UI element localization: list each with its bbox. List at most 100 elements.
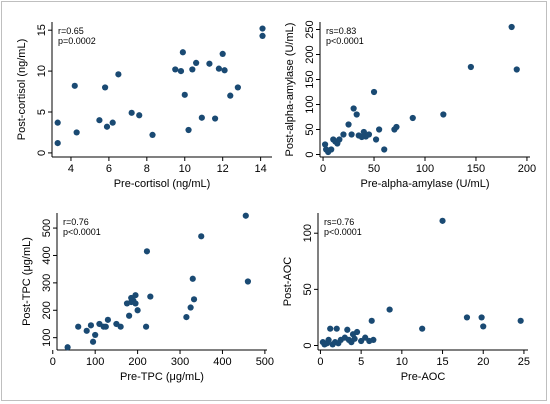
data-point [372,136,380,143]
x-axis-title: Pre-cortisol (ng/mL) [114,178,211,190]
data-point [351,335,358,342]
data-point [440,111,447,118]
data-point [198,233,205,240]
data-point [73,129,80,136]
data-point [244,278,252,285]
data-point [102,84,109,91]
data-point [215,65,222,72]
x-tick-label: 10 [396,356,408,368]
x-tick-label: 500 [256,356,274,368]
stat-annotation: r=0.65 [58,26,84,36]
y-tick-label: 0 [302,342,314,348]
x-tick-label: 50 [368,163,380,175]
y-tick-label: 5 [36,109,48,115]
data-point [212,115,219,122]
data-point [336,136,343,143]
data-point [206,60,213,67]
data-point [177,67,185,75]
y-tick-label: 15 [36,24,48,36]
data-point [370,88,378,96]
data-point [193,59,200,67]
x-tick-label: 14 [254,163,266,175]
y-tick-label: 200 [41,301,53,319]
stat-annotation: rs=0.76 [324,217,354,227]
data-point [259,25,266,32]
data-point [242,212,249,219]
data-point [64,344,71,351]
data-point [350,105,357,112]
data-point [219,50,226,58]
data-point [132,292,139,299]
x-tick-label: 4 [68,163,74,175]
y-tick-label: 250 [304,20,316,38]
data-point [189,275,196,282]
data-point [353,111,360,118]
x-axis-title: Pre-AOC [401,371,446,383]
data-point [75,323,82,330]
data-point [478,314,485,321]
y-tick-label: 100 [41,328,53,346]
x-tick-label: 400 [213,356,231,368]
y-tick-label: 50 [302,283,314,295]
data-point [439,217,446,224]
y-tick-label: 500 [41,219,53,237]
data-point [376,126,383,133]
y-axis-title: Post-alpha-amylase (U/mL) [284,23,296,157]
data-point [198,114,205,121]
y-axis-title: Post-cortisol (ng/mL) [16,39,28,140]
data-point [325,336,332,343]
data-point [227,92,234,99]
data-point [147,293,154,300]
data-point [467,63,474,71]
y-tick-label: 400 [41,246,53,264]
data-point [353,328,361,336]
data-point [87,322,95,329]
stat-annotation: p=0.0002 [58,36,96,46]
data-point [328,146,335,153]
x-tick-label: 5 [358,356,364,368]
y-tick-label: 10 [36,65,48,77]
x-axis-title: Pre-alpha-amylase (U/mL) [361,178,490,190]
y-tick-label: 50 [304,123,316,135]
y-tick-label: 0 [36,150,48,156]
stat-annotation: rs=0.83 [326,26,356,36]
x-tick-label: 6 [106,163,112,175]
data-point [321,141,329,148]
data-point [381,146,388,153]
x-tick-label: 100 [416,163,434,175]
data-point [54,139,61,147]
data-point [185,126,192,134]
data-point [142,323,150,330]
data-point [419,325,426,332]
data-point [259,32,266,40]
data-point [463,314,471,321]
x-tick-label: 25 [518,356,530,368]
y-axis-title: Post-TPC (μg/mL) [21,237,33,326]
chart-panel-2: 0 50 100 150 200 0 50 100 150 200 250 Pre-alpha-amy… [284,20,536,190]
data-point [103,123,111,130]
data-point [128,109,135,116]
data-point [115,71,122,78]
x-tick-label: 0 [317,356,323,368]
data-point [370,336,377,343]
data-point [117,323,124,330]
data-point [143,248,151,255]
stat-annotation: p<0.0001 [63,227,101,237]
data-point [517,317,524,324]
x-tick-label: 15 [436,356,448,368]
data-point [92,331,99,339]
y-tick-label: 200 [304,45,316,63]
stat-annotation: p<0.0001 [324,227,362,237]
x-tick-label: 20 [477,356,489,368]
data-point [104,316,112,323]
data-point [480,323,487,330]
x-tick-label: 0 [50,356,56,368]
x-tick-label: 150 [467,163,485,175]
x-tick-label: 300 [171,356,189,368]
x-tick-label: 0 [320,163,326,175]
stat-annotation: p<0.0001 [326,36,364,46]
data-point [134,307,141,314]
data-point [172,66,179,73]
